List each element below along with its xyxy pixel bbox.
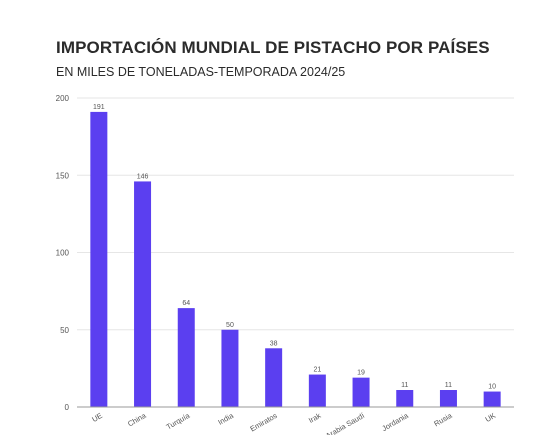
bar — [483, 391, 501, 407]
data-label: 64 — [182, 300, 190, 307]
bars — [90, 111, 501, 407]
data-label: 50 — [226, 322, 234, 329]
x-tick-label: Irak — [307, 411, 323, 425]
x-tick-label: Emiratos — [249, 411, 279, 434]
data-label: 191 — [93, 104, 105, 111]
bar — [221, 329, 239, 407]
data-label: 11 — [401, 382, 408, 389]
data-label: 146 — [137, 173, 149, 180]
y-tick-label: 50 — [60, 326, 69, 335]
data-label: 21 — [313, 367, 321, 374]
bar — [90, 111, 108, 407]
y-tick-label: 200 — [56, 94, 70, 103]
y-tick-label: 0 — [65, 403, 70, 412]
x-tick-label: Rusia — [432, 411, 454, 429]
data-labels: 191 146 64 50 38 21 19 11 11 10 — [93, 104, 496, 391]
x-tick-label: UK — [484, 411, 498, 424]
bar — [308, 374, 326, 407]
data-label: 10 — [488, 384, 496, 391]
x-axis-labels: UE China Turquía India Emiratos Irak Arabia Sa… — [90, 410, 497, 435]
x-tick-label: Arabia Saudí — [324, 410, 367, 435]
bar — [265, 348, 283, 407]
chart-subtitle: EN MILES DE TONELADAS-TEMPORADA 2024/25 — [56, 65, 346, 79]
x-tick-label: Jordania — [380, 411, 410, 434]
x-tick-label: China — [126, 411, 148, 429]
bar — [134, 181, 152, 407]
x-tick-label: Turquía — [165, 411, 192, 432]
bar — [177, 308, 195, 407]
data-label: 38 — [270, 340, 278, 347]
data-label: 11 — [445, 382, 452, 389]
data-label: 19 — [357, 370, 365, 377]
x-tick-label: UE — [90, 411, 104, 424]
y-tick-label: 150 — [56, 171, 70, 180]
y-axis-ticks: 0 50 100 150 200 — [56, 94, 70, 412]
x-tick-label: India — [216, 411, 235, 427]
bar — [439, 390, 457, 407]
bar — [396, 390, 414, 407]
chart-title: IMPORTACIÓN MUNDIAL DE PISTACHO POR PAÍS… — [56, 38, 490, 57]
y-tick-label: 100 — [56, 249, 70, 258]
bar — [352, 377, 370, 407]
